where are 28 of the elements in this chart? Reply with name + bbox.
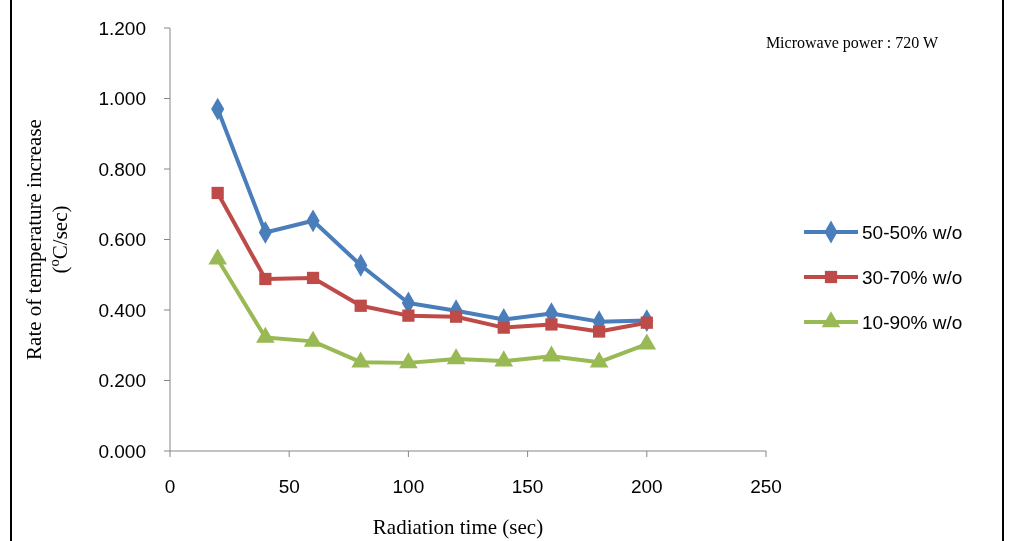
y-tick-label: 0.400 bbox=[98, 299, 146, 321]
point bbox=[449, 310, 463, 323]
x-tick-label: 100 bbox=[392, 476, 425, 497]
point bbox=[402, 309, 415, 322]
annotation: Microwave power : 720 W bbox=[765, 34, 939, 52]
x-tick-label: 150 bbox=[511, 476, 544, 497]
y-tick-label: 0.800 bbox=[98, 158, 146, 180]
y-tick-label: 0.000 bbox=[98, 440, 146, 462]
legend-label: 50-50% w/o bbox=[862, 221, 963, 243]
point bbox=[211, 186, 224, 200]
y-tick-label: 1.000 bbox=[98, 88, 146, 110]
y-tick-label: 0.200 bbox=[98, 370, 146, 392]
legend-label: 30-70% w/o bbox=[862, 266, 963, 288]
point bbox=[354, 299, 367, 312]
x-tick-label: 0 bbox=[164, 476, 176, 497]
point bbox=[306, 271, 320, 285]
x-tick-label: 50 bbox=[278, 476, 300, 497]
point bbox=[259, 272, 272, 286]
x-tick-label: 250 bbox=[750, 476, 782, 497]
point bbox=[545, 318, 558, 331]
point bbox=[593, 325, 606, 338]
x-axis-title: Radiation time (sec) bbox=[372, 515, 544, 539]
legend-label: 10-90% w/o bbox=[862, 311, 963, 333]
point bbox=[640, 316, 653, 329]
point bbox=[497, 321, 510, 334]
y-tick-label: 1.200 bbox=[98, 17, 146, 39]
y-tick-label: 0.600 bbox=[98, 229, 146, 251]
x-tick-label: 200 bbox=[630, 476, 663, 497]
